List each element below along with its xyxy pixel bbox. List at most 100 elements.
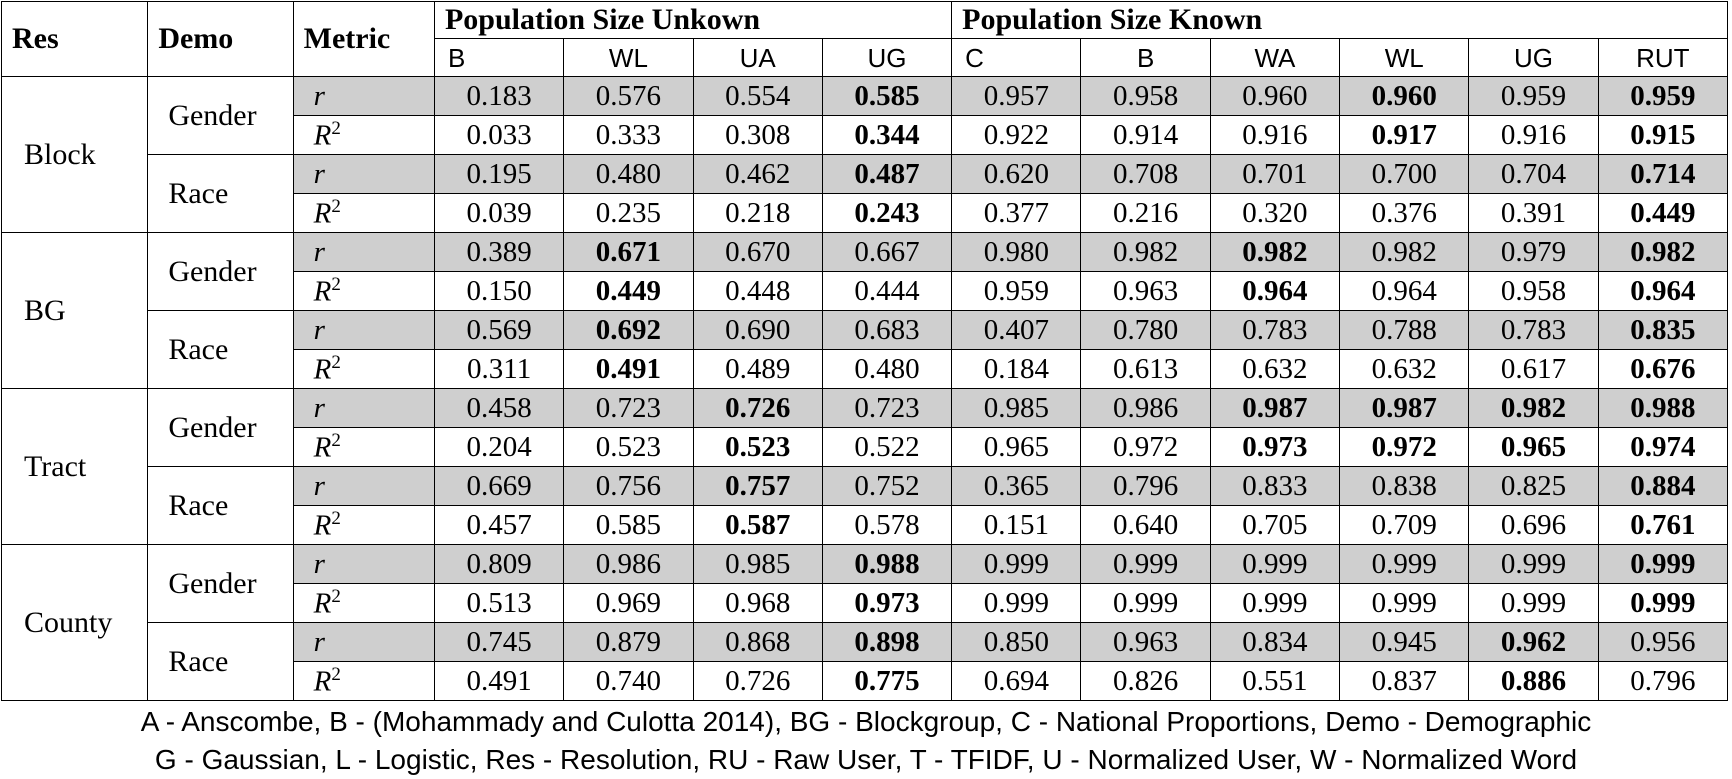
value-cell: 0.987: [1339, 388, 1470, 428]
value-cell: 0.391: [1468, 193, 1599, 233]
value-cell: 0.999: [1597, 544, 1729, 584]
table-footnotes: A - Anscombe, B - (Mohammady and Culotta…: [0, 703, 1732, 779]
col-header-unknown-b: B: [433, 38, 565, 77]
value-cell: 0.365: [951, 466, 1082, 506]
value-cell: 0.667: [821, 232, 953, 272]
value-cell: 0.513: [433, 583, 565, 623]
value-cell: 0.449: [1597, 193, 1729, 233]
value-cell: 0.756: [563, 466, 694, 506]
value-cell: 0.218: [692, 193, 823, 233]
value-cell: 0.914: [1080, 115, 1211, 155]
value-cell: 0.965: [1468, 427, 1599, 467]
header-metric: Metric: [292, 1, 435, 77]
value-cell: 0.965: [951, 427, 1082, 467]
value-cell: 0.964: [1209, 271, 1341, 311]
value-cell: 0.982: [1080, 232, 1211, 272]
value-cell: 0.480: [821, 349, 953, 389]
header-demo: Demo: [147, 1, 294, 77]
value-cell: 0.389: [433, 232, 565, 272]
value-cell: 0.462: [692, 154, 823, 194]
value-cell: 0.523: [563, 427, 694, 467]
value-cell: 0.999: [1209, 544, 1341, 584]
value-cell: 0.986: [1080, 388, 1211, 428]
value-cell: 0.243: [821, 193, 953, 233]
resolution-cell: County: [0, 544, 149, 701]
value-cell: 0.999: [1080, 583, 1211, 623]
metric-cell: R2: [292, 505, 435, 545]
value-cell: 0.979: [1468, 232, 1599, 272]
metric-label: r: [313, 313, 325, 346]
value-cell: 0.783: [1468, 310, 1599, 350]
value-cell: 0.850: [951, 622, 1082, 662]
value-cell: 0.569: [433, 310, 565, 350]
value-cell: 0.523: [692, 427, 823, 467]
value-cell: 0.195: [433, 154, 565, 194]
value-cell: 0.884: [1597, 466, 1729, 506]
demographic-cell: Race: [147, 154, 294, 233]
value-cell: 0.916: [1468, 115, 1599, 155]
value-cell: 0.959: [951, 271, 1082, 311]
table-row: Race r 0.745 0.879 0.868 0.898 0.850 0.963 0.834…: [2, 622, 1729, 701]
value-cell: 0.620: [951, 154, 1082, 194]
value-cell: 0.809: [433, 544, 565, 584]
value-cell: 0.960: [1209, 76, 1341, 116]
value-cell: 0.780: [1080, 310, 1211, 350]
value-cell: 0.705: [1209, 505, 1341, 545]
value-cell: 0.632: [1339, 349, 1470, 389]
value-cell: 0.825: [1468, 466, 1599, 506]
value-cell: 0.344: [821, 115, 953, 155]
value-cell: 0.480: [563, 154, 694, 194]
value-cell: 0.945: [1339, 622, 1470, 662]
metric-label: R: [313, 665, 332, 698]
metric-exponent: 2: [331, 274, 341, 296]
metric-cell: r: [292, 310, 435, 350]
resolution-cell: Tract: [0, 388, 149, 545]
value-cell: 0.696: [1468, 505, 1599, 545]
metric-exponent: 2: [331, 352, 341, 374]
value-cell: 0.879: [563, 622, 694, 662]
results-table-body: Block Gender r 0.183 0.576 0.554 0.585 0.957 0.9…: [0, 76, 1729, 701]
header-population-unknown: Population Size Unkown: [433, 1, 953, 39]
value-cell: 0.974: [1597, 427, 1729, 467]
table-row: County Gender r 0.809 0.986 0.985 0.988 0.999 0.…: [0, 544, 1729, 701]
metric-label: R: [313, 119, 332, 152]
table-row: Race r 0.569 0.692 0.690 0.683 0.407 0.780 0.783…: [2, 310, 1729, 389]
metric-label: r: [313, 391, 325, 424]
metric-label: r: [313, 157, 325, 190]
metric-label: r: [313, 469, 325, 502]
value-cell: 0.958: [1468, 271, 1599, 311]
value-cell: 0.826: [1080, 661, 1211, 701]
value-cell: 0.376: [1339, 193, 1470, 233]
demographic-cell: Gender: [147, 388, 294, 467]
value-cell: 0.449: [563, 271, 694, 311]
metric-cell: R2: [292, 193, 435, 233]
metric-cell: r: [292, 388, 435, 428]
value-cell: 0.613: [1080, 349, 1211, 389]
value-cell: 0.692: [563, 310, 694, 350]
metric-cell: r: [292, 544, 435, 584]
metric-cell: R2: [292, 583, 435, 623]
table-row: BG Gender r 0.389 0.671 0.670 0.667 0.980 0.982 0…: [0, 232, 1729, 389]
table-row: R2 0.457 0.585 0.587 0.578 0.151 0.640 0.705 0.7…: [2, 505, 1729, 545]
value-cell: 0.308: [692, 115, 823, 155]
metric-cell: r: [292, 232, 435, 272]
value-cell: 0.487: [821, 154, 953, 194]
demographic-cell: Race: [147, 622, 294, 701]
value-cell: 0.999: [1468, 544, 1599, 584]
value-cell: 0.585: [821, 76, 953, 116]
value-cell: 0.999: [1209, 583, 1341, 623]
value-cell: 0.987: [1209, 388, 1341, 428]
value-cell: 0.959: [1468, 76, 1599, 116]
value-cell: 0.640: [1080, 505, 1211, 545]
table-row: Race r 0.669 0.756 0.757 0.752 0.365 0.796 0.833…: [2, 466, 1729, 545]
value-cell: 0.576: [563, 76, 694, 116]
value-cell: 0.972: [1080, 427, 1211, 467]
value-cell: 0.982: [1209, 232, 1341, 272]
table-row: R2 0.039 0.235 0.218 0.243 0.377 0.216 0.320 0.3…: [2, 193, 1729, 233]
value-cell: 0.834: [1209, 622, 1341, 662]
metric-label: r: [313, 79, 325, 112]
results-table: Res Demo Metric Population Size Unkown P…: [0, 1, 1729, 701]
col-header-unknown-ua: UA: [692, 38, 823, 77]
value-cell: 0.151: [951, 505, 1082, 545]
value-cell: 0.973: [821, 583, 953, 623]
